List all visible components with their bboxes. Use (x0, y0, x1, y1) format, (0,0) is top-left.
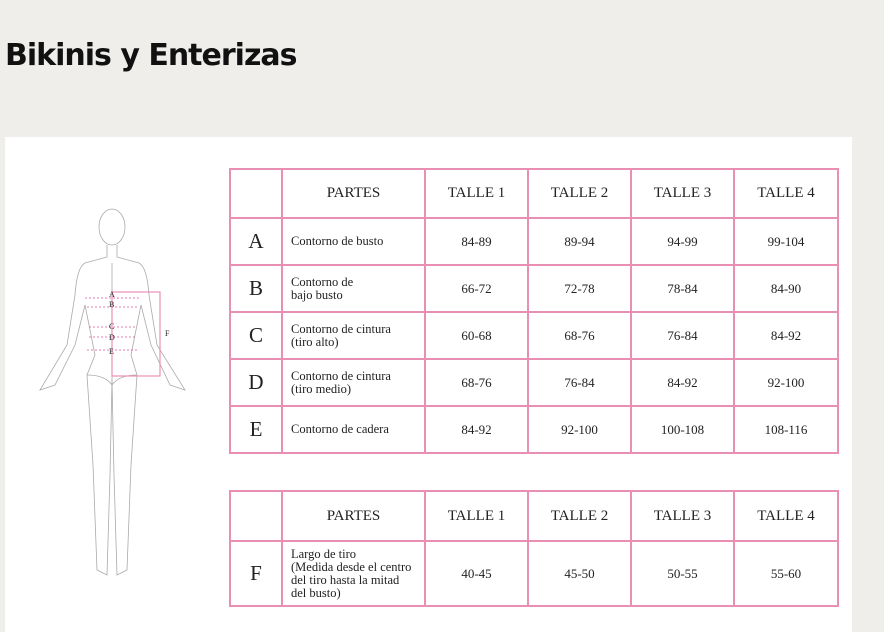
size-value: 66-72 (424, 264, 529, 313)
size-value: 60-68 (424, 311, 529, 360)
table-row: B Contorno de bajo busto 66-72 72-78 78-84 84-… (229, 264, 839, 313)
header-talle-3: TALLE 3 (630, 168, 735, 219)
page-title: Bikinis y Enterizas (5, 38, 298, 73)
table-row: D Contorno de cintura (tiro medio) 68-76 76-… (229, 358, 839, 407)
header-empty (229, 490, 283, 542)
size-value: 55-60 (733, 540, 839, 607)
header-talle-1: TALLE 1 (424, 490, 529, 542)
size-value: 50-55 (630, 540, 735, 607)
size-value: 92-100 (527, 405, 632, 454)
label-d: D (109, 333, 115, 342)
part-line: (tiro alto) (291, 334, 339, 349)
header-talle-1: TALLE 1 (424, 168, 529, 219)
size-value: 92-100 (733, 358, 839, 407)
header-partes: PARTES (281, 168, 426, 219)
size-value: 78-84 (630, 264, 735, 313)
size-value: 84-92 (630, 358, 735, 407)
row-part: Contorno de cadera (281, 405, 426, 454)
size-table-tiro: PARTES TALLE 1 TALLE 2 TALLE 3 TALLE 4 F… (229, 490, 839, 607)
body-measurement-figure: A B C D E F (39, 208, 186, 576)
part-line: Contorno de cintura (291, 321, 391, 336)
size-value: 84-92 (733, 311, 839, 360)
size-value: 84-89 (424, 217, 529, 266)
header-talle-2: TALLE 2 (527, 168, 632, 219)
size-value: 45-50 (527, 540, 632, 607)
row-letter: B (229, 264, 283, 313)
label-a: A (109, 290, 115, 299)
size-value: 99-104 (733, 217, 839, 266)
part-line: del busto) (291, 585, 341, 600)
size-value: 76-84 (630, 311, 735, 360)
size-value: 84-90 (733, 264, 839, 313)
table-row: C Contorno de cintura (tiro alto) 60-68 68-7… (229, 311, 839, 360)
size-value: 68-76 (424, 358, 529, 407)
row-letter: F (229, 540, 283, 607)
part-line: bajo busto (291, 287, 343, 302)
row-letter: D (229, 358, 283, 407)
header-talle-3: TALLE 3 (630, 490, 735, 542)
part-line: del tiro hasta la mitad (291, 572, 400, 587)
part-line: Largo de tiro (291, 546, 357, 561)
size-value: 40-45 (424, 540, 529, 607)
part-line: Contorno de cadera (291, 422, 389, 436)
part-line: Contorno de (291, 274, 354, 289)
row-letter: E (229, 405, 283, 454)
row-letter: A (229, 217, 283, 266)
size-value: 89-94 (527, 217, 632, 266)
table-row: F Largo de tiro (Medida desde el centro del… (229, 540, 839, 607)
size-value: 68-76 (527, 311, 632, 360)
part-line: Contorno de busto (291, 234, 384, 248)
size-value: 100-108 (630, 405, 735, 454)
label-f: F (165, 329, 170, 338)
label-e: E (109, 347, 114, 356)
size-value: 108-116 (733, 405, 839, 454)
size-value: 72-78 (527, 264, 632, 313)
header-talle-4: TALLE 4 (733, 490, 839, 542)
row-part: Contorno de cintura (tiro medio) (281, 358, 426, 407)
table-row: E Contorno de cadera 84-92 92-100 100-108 108… (229, 405, 839, 454)
row-part: Largo de tiro (Medida desde el centro del … (281, 540, 426, 607)
row-letter: C (229, 311, 283, 360)
part-line: Contorno de cintura (291, 368, 391, 383)
row-part: Contorno de cintura (tiro alto) (281, 311, 426, 360)
label-c: C (109, 322, 114, 331)
table-row: A Contorno de busto 84-89 89-94 94-99 99-104 (229, 217, 839, 266)
size-value: 84-92 (424, 405, 529, 454)
header-empty (229, 168, 283, 219)
part-line: (Medida desde el centro (291, 559, 412, 574)
size-value: 94-99 (630, 217, 735, 266)
row-part: Contorno de busto (281, 217, 426, 266)
header-talle-4: TALLE 4 (733, 168, 839, 219)
size-value: 76-84 (527, 358, 632, 407)
header-talle-2: TALLE 2 (527, 490, 632, 542)
part-line: (tiro medio) (291, 381, 352, 396)
label-b: B (109, 300, 114, 309)
header-partes: PARTES (281, 490, 426, 542)
size-table-main: PARTES TALLE 1 TALLE 2 TALLE 3 TALLE 4 A… (229, 168, 839, 454)
row-part: Contorno de bajo busto (281, 264, 426, 313)
